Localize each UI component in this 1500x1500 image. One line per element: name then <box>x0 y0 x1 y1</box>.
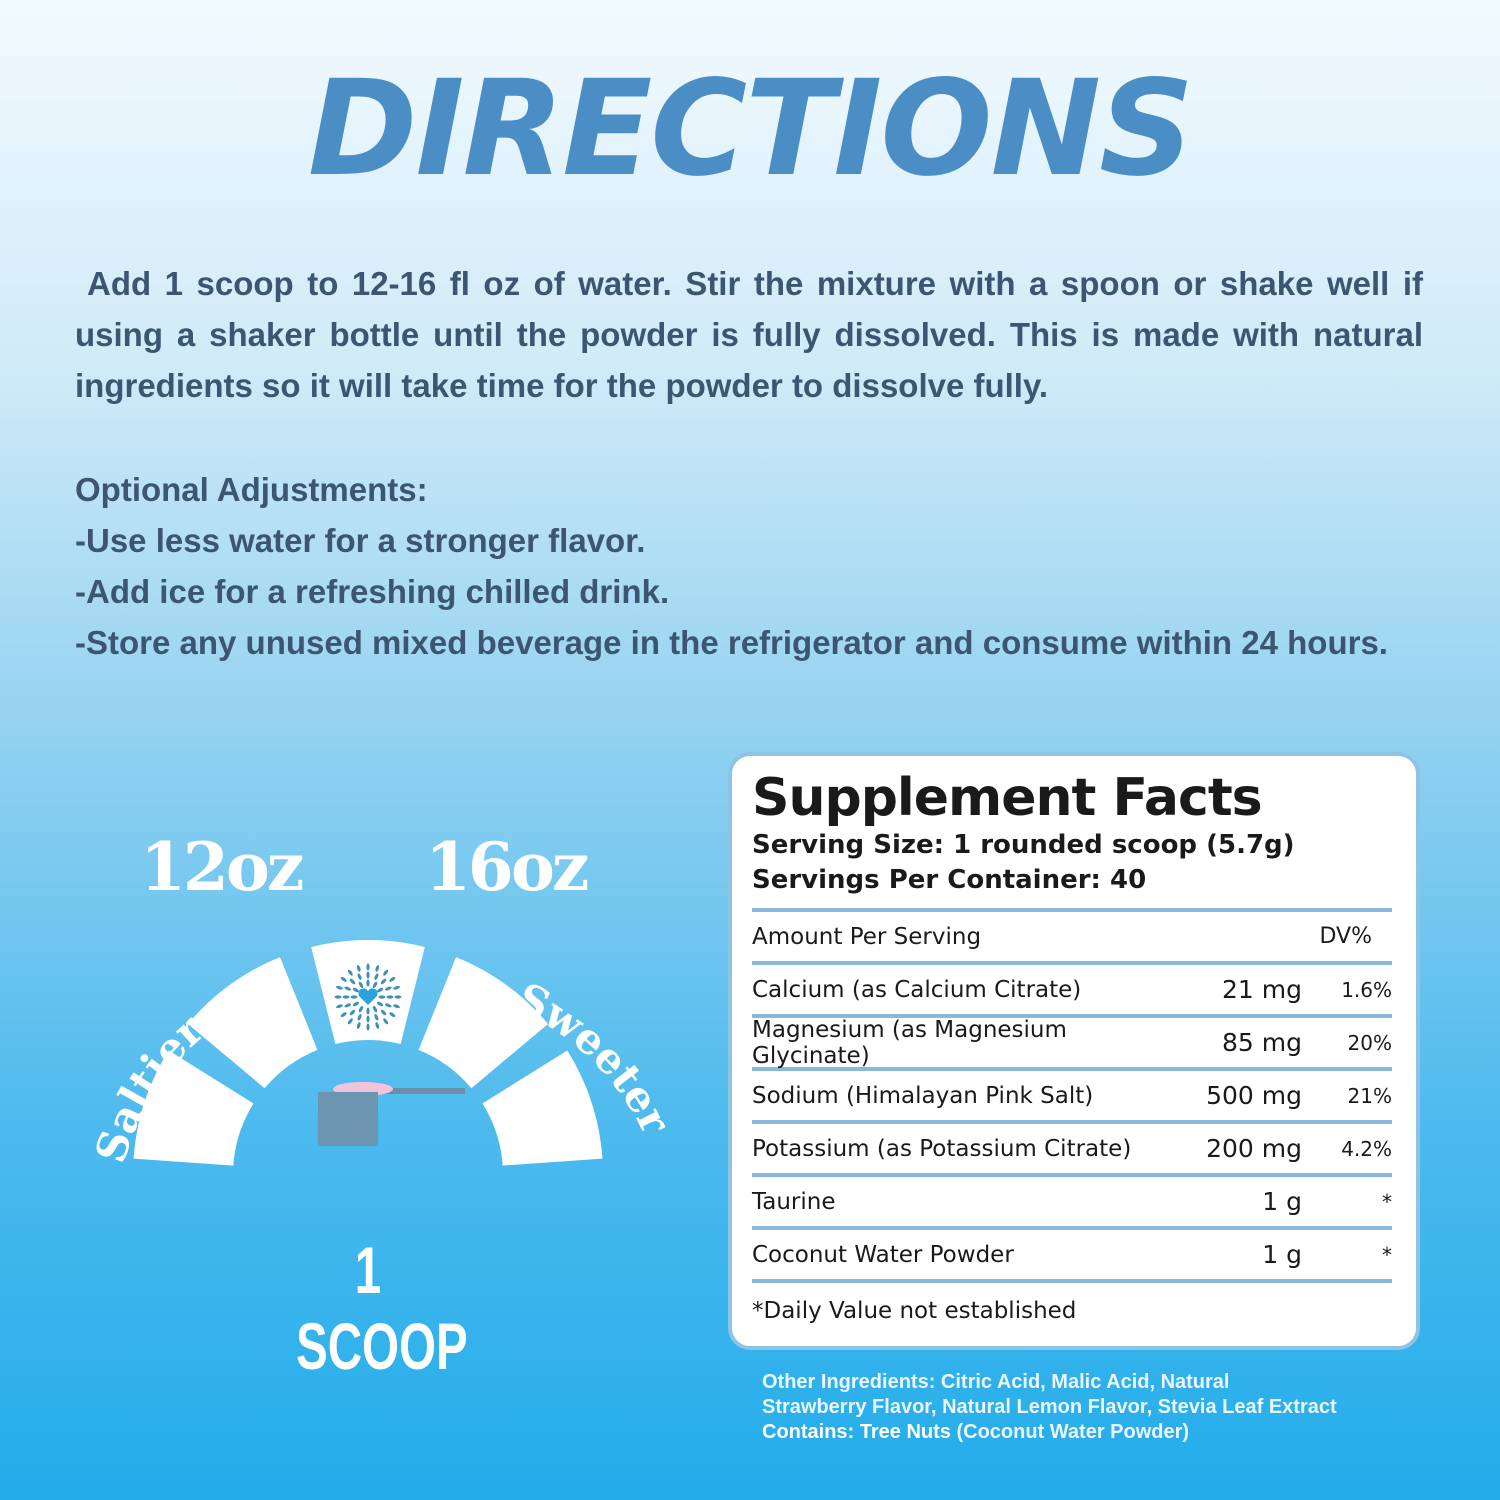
nutrient-dv: 20% <box>1347 1030 1392 1055</box>
optional-adjustments: Optional Adjustments: -Use less water fo… <box>75 464 1423 668</box>
optional-heading: Optional Adjustments: <box>75 471 428 508</box>
contains-detail: (Coconut Water Powder) <box>950 1421 1190 1443</box>
optional-item: -Add ice for a refreshing chilled drink. <box>75 573 670 610</box>
gauge-segment <box>418 957 549 1089</box>
dv-header: DV% <box>1319 924 1372 949</box>
footnote-row: *Daily Value not established <box>752 1279 1392 1339</box>
scoop-label: 1 SCOOP <box>296 1233 468 1383</box>
nutrient-name: Magnesium (as Magnesium Glycinate) <box>752 1016 1067 1069</box>
amount-header: Amount Per Serving <box>752 923 982 950</box>
nutrient-dv: * <box>1382 1189 1392 1214</box>
nutrient-amount: 1 g <box>1262 1240 1302 1269</box>
nutrient-name: Calcium (as Calcium Citrate) <box>752 976 1082 1003</box>
contains-label: Contains: Tree Nuts <box>762 1421 951 1443</box>
right-oz-label: 16oz <box>425 828 589 906</box>
optional-item: -Use less water for a stronger flavor. <box>75 522 646 559</box>
nutrient-amount: 500 mg <box>1206 1081 1302 1110</box>
gauge-segment <box>482 1050 603 1166</box>
facts-row: Taurine 1 g * <box>752 1173 1392 1226</box>
ingredients-line: Strawberry Flavor, Natural Lemon Flavor,… <box>762 1396 1337 1418</box>
nutrient-dv: 1.6% <box>1341 977 1392 1002</box>
gauge-segment <box>133 1050 254 1166</box>
nutrient-name: Taurine <box>752 1188 836 1215</box>
other-ingredients: Other Ingredients: Citric Acid, Malic Ac… <box>762 1370 1337 1445</box>
facts-row: Sodium (Himalayan Pink Salt) 500 mg 21% <box>752 1067 1392 1120</box>
supplement-facts-panel: Supplement Facts Serving Size: 1 rounded… <box>728 752 1420 1350</box>
left-oz-label: 12oz <box>140 828 304 906</box>
logo-icon <box>334 963 402 1031</box>
nutrient-amount: 21 mg <box>1222 975 1302 1004</box>
gauge-segment <box>187 957 318 1089</box>
facts-row: Potassium (as Potassium Citrate) 200 mg 4.… <box>752 1120 1392 1173</box>
nutrient-amount: 85 mg <box>1222 1028 1302 1057</box>
facts-row: Magnesium (as Magnesium Glycinate) 85 mg 2… <box>752 1014 1392 1069</box>
servings-per-container: Servings Per Container: 40 <box>752 865 1147 895</box>
scoop-icon <box>318 1082 465 1146</box>
nutrient-dv: * <box>1382 1242 1392 1267</box>
nutrient-name: Coconut Water Powder <box>752 1241 1014 1268</box>
sweetness-gauge: Saltier Sweeter <box>86 940 680 1168</box>
nutrient-dv: 4.2% <box>1341 1136 1392 1161</box>
optional-item: -Store any unused mixed beverage in the … <box>75 624 1388 661</box>
nutrient-name: Sodium (Himalayan Pink Salt) <box>752 1082 1094 1109</box>
nutrient-amount: 1 g <box>1262 1187 1302 1216</box>
facts-row: Calcium (as Calcium Citrate) 21 mg 1.6% <box>752 961 1392 1014</box>
ingredients-line: Other Ingredients: Citric Acid, Malic Ac… <box>762 1371 1230 1393</box>
nutrient-dv: 21% <box>1347 1083 1392 1108</box>
allergen-line: Contains: Tree Nuts (Coconut Water Powde… <box>762 1420 1337 1445</box>
serving-size: Serving Size: 1 rounded scoop (5.7g) <box>752 830 1295 860</box>
instructions-text: Add 1 scoop to 12-16 fl oz of water. Sti… <box>75 265 1423 404</box>
footnote: *Daily Value not established <box>752 1298 1077 1324</box>
nutrient-name: Potassium (as Potassium Citrate) <box>752 1135 1132 1162</box>
facts-row: Coconut Water Powder 1 g * <box>752 1226 1392 1279</box>
nutrient-amount: 200 mg <box>1206 1134 1302 1163</box>
facts-header-row: Amount Per Serving DV% <box>752 908 1392 961</box>
page-title: DIRECTIONS <box>307 52 1194 206</box>
facts-title: Supplement Facts <box>752 768 1263 828</box>
